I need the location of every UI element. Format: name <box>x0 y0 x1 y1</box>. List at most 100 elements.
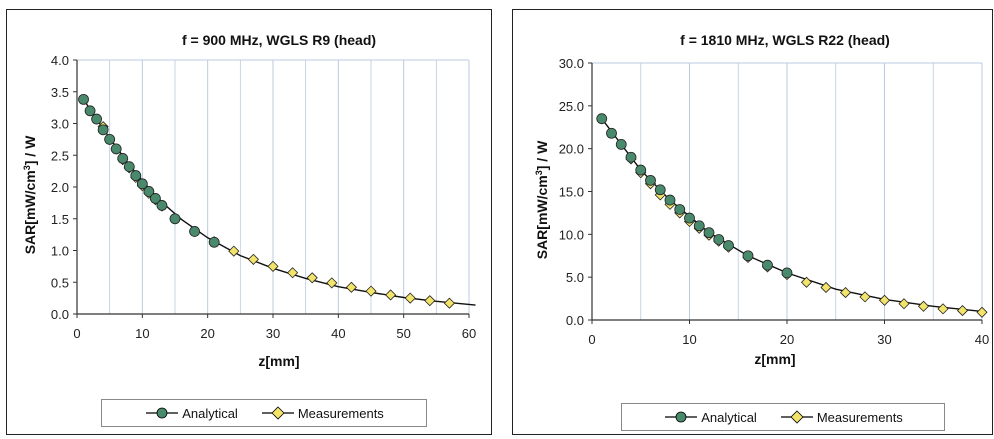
y-tick-label: 0.0 <box>51 307 69 322</box>
analytical-point <box>654 184 666 196</box>
x-tick-label: 40 <box>331 326 345 341</box>
analytical-point <box>693 220 705 232</box>
x-tick-label: 10 <box>135 326 149 341</box>
chart-left-svg: f = 900 MHz, WGLS R9 (head) 0 10 20 30 40 50 6… <box>22 32 476 369</box>
analytical-point <box>615 138 627 150</box>
x-tick-label: 0 <box>588 332 595 347</box>
analytical-point <box>143 186 155 197</box>
y-tick-label: 10.0 <box>559 227 584 242</box>
analytical-point <box>596 113 608 125</box>
analytical-point <box>149 193 161 204</box>
measurement-point <box>800 276 813 288</box>
analytical-point <box>781 267 793 279</box>
analytical-point <box>703 227 715 239</box>
x-tick-label: 0 <box>73 326 80 341</box>
legend-label-measurements: Measurements <box>816 409 903 425</box>
legend-item-analytical: Analytical <box>144 406 238 421</box>
analytical-point <box>674 204 686 215</box>
x-tick-label: 20 <box>780 332 794 347</box>
measurement-point <box>267 260 279 272</box>
analytical-point <box>713 234 725 245</box>
legend-item-measurements: Measurements <box>260 406 384 421</box>
analytical-point <box>645 174 656 186</box>
analytical-point <box>130 170 142 181</box>
measurement-point <box>839 287 852 299</box>
analytical-line <box>601 118 983 313</box>
measurement-point <box>326 277 338 289</box>
chart-panel-left: f = 900 MHz, WGLS R9 (head) 0 10 20 30 40 50 6… <box>6 9 492 435</box>
legend: Analytical Measurements <box>621 403 945 431</box>
analytical-point <box>110 143 122 155</box>
legend-label-analytical: Analytical <box>701 409 757 425</box>
measurement-point <box>287 267 299 279</box>
analytical-point <box>664 194 676 206</box>
measurement-point <box>306 272 318 284</box>
y-tick-label: 20.0 <box>559 142 584 157</box>
measurement-point <box>878 294 891 306</box>
legend-marker-analytical <box>665 411 698 423</box>
analytical-point <box>723 240 734 251</box>
measurement-point <box>917 300 930 312</box>
y-tick-label: 0.0 <box>566 313 584 328</box>
legend: Analytical Measurements <box>101 399 427 427</box>
y-axis-label: SAR[mW/cm3] / W <box>534 140 550 259</box>
y-tick-label: 3.0 <box>51 117 69 132</box>
y-tick-label: 1.0 <box>51 244 69 259</box>
legend-label-measurements: Measurements <box>297 405 384 421</box>
y-tick-label: 4.0 <box>51 53 69 68</box>
x-tick-label: 40 <box>975 332 989 347</box>
y-tick-label: 15.0 <box>559 185 584 200</box>
analytical-point <box>136 178 148 190</box>
measurement-point <box>228 245 240 257</box>
measurement-point <box>976 306 988 318</box>
x-axis-label: z[mm] <box>258 353 299 369</box>
x-tick-label: 20 <box>200 326 214 341</box>
chart-title: f = 1810 MHz, WGLS R22 (head) <box>680 32 890 48</box>
x-axis-label: z[mm] <box>754 351 795 367</box>
x-tick-label: 10 <box>682 332 696 347</box>
measurement-point <box>345 281 357 293</box>
analytical-point <box>78 93 89 105</box>
analytical-point <box>625 151 637 163</box>
analytical-point <box>208 236 220 248</box>
analytical-point <box>123 161 135 173</box>
measurement-point <box>956 305 969 317</box>
y-tick-label: 25.0 <box>559 99 584 114</box>
y-tick-label: 0.5 <box>51 275 69 290</box>
analytical-point <box>635 164 647 176</box>
analytical-point <box>156 200 168 211</box>
analytical-point <box>84 105 96 117</box>
legend-marker-analytical <box>146 407 179 419</box>
analytical-point <box>169 213 181 225</box>
y-tick-label: 1.5 <box>51 212 69 227</box>
analytical-point <box>684 212 695 224</box>
analytical-point <box>97 124 109 136</box>
analytical-point <box>117 153 129 164</box>
y-axis-label: SAR[mW/cm3] / W <box>22 135 38 254</box>
analytical-point <box>189 226 201 237</box>
legend-label-analytical: Analytical <box>182 405 238 421</box>
measurement-point <box>365 285 377 297</box>
x-tick-label: 30 <box>877 332 891 347</box>
measurement-point <box>385 289 397 301</box>
measurement-point <box>859 291 871 303</box>
analytical-point <box>91 113 102 125</box>
x-tick-label: 30 <box>266 326 280 341</box>
legend-marker-measurements <box>780 410 813 424</box>
y-tick-label: 2.0 <box>51 180 69 195</box>
measurement-point <box>937 303 949 315</box>
x-tick-label: 60 <box>462 326 476 341</box>
legend-item-analytical: Analytical <box>663 410 757 425</box>
y-tick-label: 30.0 <box>559 56 584 71</box>
analytical-point <box>606 127 617 139</box>
analytical-point <box>762 259 773 271</box>
measurement-point <box>247 253 259 265</box>
chart-right-svg: f = 1810 MHz, WGLS R22 (head) 0 10 20 30 40 0… <box>534 32 989 367</box>
chart-title: f = 900 MHz, WGLS R9 (head) <box>182 32 376 48</box>
y-tick-label: 3.5 <box>51 85 69 100</box>
chart-panel-right: f = 1810 MHz, WGLS R22 (head) 0 10 20 30 40 0… <box>512 9 993 435</box>
x-tick-label: 50 <box>396 326 410 341</box>
analytical-point <box>104 133 116 145</box>
measurement-point <box>404 292 416 304</box>
measurement-point <box>820 281 832 294</box>
